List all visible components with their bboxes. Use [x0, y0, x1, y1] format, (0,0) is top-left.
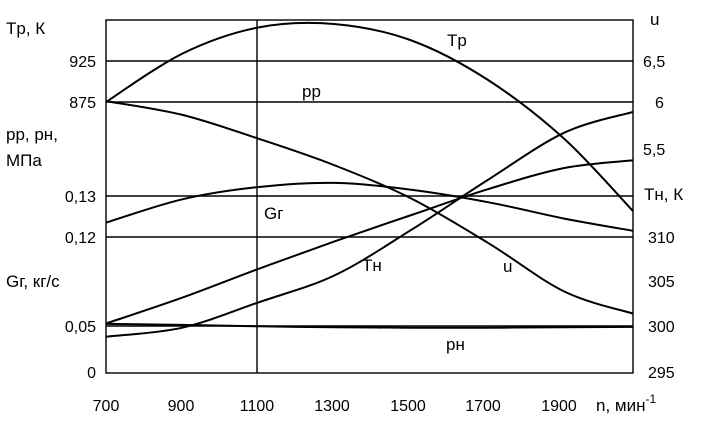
right-tick-label: 310 — [648, 230, 675, 247]
x-tick-label: 1100 — [240, 398, 275, 415]
right-axis-label-u: u — [650, 10, 659, 29]
series-label-Tr: Tр — [447, 31, 467, 50]
right-tick-label: 6,5 — [643, 54, 665, 71]
series-lines — [105, 21, 634, 338]
x-tick-label: 1300 — [314, 398, 350, 415]
x-axis-label: n, мин-1 — [596, 392, 656, 415]
left-axis-label-pressure-line1: pр, pн, — [6, 125, 58, 144]
left-tick-label: 0,05 — [65, 319, 96, 336]
series-label-u: u — [503, 257, 512, 276]
left-tick-label: 875 — [69, 95, 96, 112]
series-line-2 — [105, 159, 634, 325]
x-axis-label-superscript: -1 — [645, 392, 656, 406]
left-axis-label-flow: Gг, кг/с — [6, 272, 60, 291]
series-label-Tn: Tн — [362, 256, 382, 275]
series-line-3 — [105, 110, 634, 338]
left-axis-label-temperature: Tр, К — [6, 19, 45, 38]
left-tick-label: 0,12 — [65, 230, 96, 247]
series-label-pn: pн — [446, 335, 465, 354]
x-tick-label: 900 — [168, 398, 195, 415]
x-tick-label: 1700 — [465, 398, 501, 415]
left-tick-label: 0,13 — [65, 189, 96, 206]
right-tick-label: 305 — [648, 274, 675, 291]
series-line-4 — [105, 100, 634, 315]
left-tick-label: 925 — [69, 54, 96, 71]
series-line-0 — [105, 21, 634, 212]
x-axis-label-text: n, мин — [596, 396, 645, 415]
series-label-pr: pр — [302, 82, 321, 101]
grid — [105, 19, 634, 374]
x-tick-label: 700 — [93, 398, 120, 415]
right-tick-label: 300 — [648, 319, 675, 336]
right-tick-label: 5,5 — [643, 142, 665, 159]
right-tick-label: 295 — [648, 365, 675, 382]
x-tick-label: 1500 — [390, 398, 426, 415]
left-tick-label: 0 — [87, 365, 96, 382]
series-line-1 — [105, 181, 634, 232]
left-axis-label-pressure-line2: МПа — [6, 151, 42, 170]
right-tick-label: 6 — [655, 95, 664, 112]
x-tick-label: 1900 — [541, 398, 577, 415]
series-label-Gg: Gг — [264, 204, 283, 223]
right-axis-label-temperature: Tн, К — [644, 185, 683, 204]
series-line-5 — [105, 322, 634, 329]
